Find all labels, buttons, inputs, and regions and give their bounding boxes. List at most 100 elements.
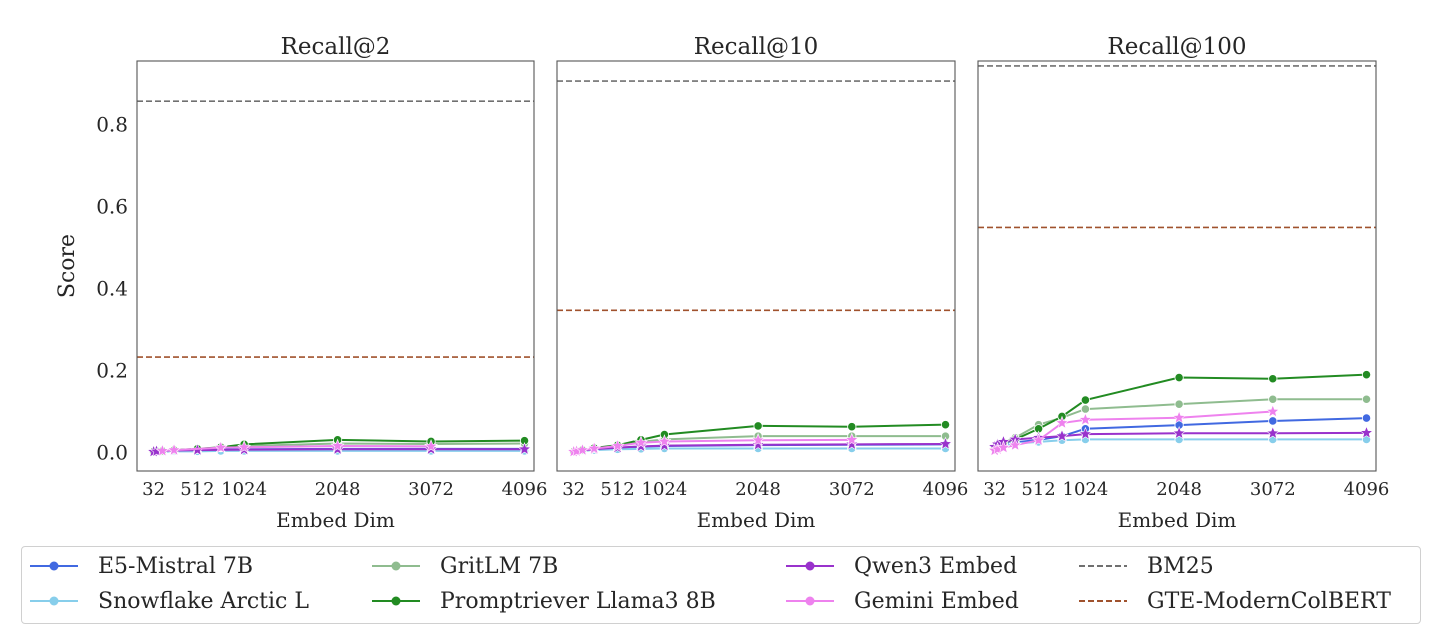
- data-point-qwen3-embed: [1078, 426, 1093, 441]
- x-tick-label: 2048: [315, 479, 361, 500]
- data-point-qwen3-embed: [1055, 428, 1069, 443]
- data-point-gritlm-7b: [1268, 394, 1278, 404]
- data-point-gemini-embed: [751, 432, 766, 447]
- legend-swatch: [1079, 591, 1127, 611]
- data-point-gemini-embed: [155, 443, 170, 457]
- data-point-qwen3-embed: [517, 441, 532, 456]
- legend-item-gritlm-7b: GritLM 7B: [372, 551, 558, 581]
- x-tick-label: 2048: [735, 479, 781, 500]
- data-point-promptriever-llama3-8b: [1361, 370, 1372, 380]
- data-point-qwen3-embed: [751, 437, 766, 451]
- y-tick-label: 0.8: [96, 113, 128, 137]
- data-point-gemini-embed: [330, 438, 345, 452]
- data-point-gemini-embed: [996, 440, 1011, 454]
- legend-swatch: [1079, 556, 1127, 576]
- x-tick-label: 1024: [1063, 479, 1109, 500]
- plot-frame: [136, 60, 535, 472]
- x-tick-label: 2048: [1156, 479, 1202, 500]
- legend-label: Promptriever Llama3 8B: [440, 588, 716, 614]
- x-axis-label: Embed Dim: [697, 508, 816, 532]
- legend-item-promptriever-llama3-8b: Promptriever Llama3 8B: [372, 586, 716, 616]
- data-point-gritlm-7b: [1361, 394, 1372, 404]
- y-tick-label: 0.0: [96, 441, 128, 465]
- legend-item-qwen3-embed: Qwen3 Embed: [786, 551, 1017, 581]
- legend-swatch: [786, 591, 834, 611]
- data-point-gritlm-7b: [1174, 399, 1184, 409]
- data-point-gemini-embed: [1008, 437, 1023, 452]
- data-point-qwen3-embed: [1359, 425, 1374, 439]
- x-tick-label: 1024: [642, 479, 688, 500]
- x-tick-label: 3072: [1250, 479, 1296, 500]
- x-tick-label: 1024: [221, 479, 267, 500]
- data-point-qwen3-embed: [1265, 425, 1280, 440]
- legend-swatch: [30, 556, 78, 576]
- legend-label: GritLM 7B: [440, 553, 559, 579]
- data-point-gemini-embed: [610, 438, 625, 452]
- panel-3: Recall@100 32 512 1024 2048 3072 4096 Embed Dim: [977, 34, 1390, 532]
- legend-item-bm25: BM25: [1079, 551, 1214, 581]
- x-tick-label: 512: [1021, 479, 1055, 500]
- legend-item-snowflake-arctic-l: Snowflake Arctic L: [30, 586, 309, 616]
- x-tick-label: 512: [180, 479, 214, 500]
- x-tick-label: 3072: [408, 479, 454, 500]
- legend-label: BM25: [1147, 553, 1214, 579]
- legend-item-gemini-embed: Gemini Embed: [786, 586, 1019, 616]
- data-point-gritlm-7b: [1080, 404, 1091, 414]
- data-point-promptriever-llama3-8b: [847, 422, 857, 432]
- panel-2: Recall@10 32 512 1024 2048 3072 4096 Embed Dim: [556, 34, 969, 532]
- data-point-qwen3-embed: [1172, 425, 1187, 440]
- data-point-qwen3-embed: [844, 437, 859, 451]
- x-tick-label: 32: [983, 479, 1006, 500]
- data-point-gemini-embed: [237, 439, 252, 454]
- legend-item-e5-mistral-7b: E5-Mistral 7B: [30, 551, 253, 581]
- legend-swatch: [786, 556, 834, 576]
- data-point-promptriever-llama3-8b: [1174, 372, 1184, 383]
- x-tick-label: 512: [600, 479, 634, 500]
- data-point-qwen3-embed: [657, 438, 672, 452]
- x-axis-label: Embed Dim: [1118, 508, 1237, 532]
- legend-label: E5-Mistral 7B: [98, 553, 254, 579]
- data-point-e5-mistral-7b: [1268, 416, 1278, 426]
- data-point-gemini-embed: [1031, 432, 1046, 447]
- panel-title: Recall@100: [1107, 34, 1246, 60]
- data-point-promptriever-llama3-8b: [1080, 395, 1091, 405]
- data-point-promptriever-llama3-8b: [753, 421, 763, 431]
- data-point-gemini-embed: [634, 435, 648, 449]
- data-point-gemini-embed: [844, 432, 859, 446]
- data-point-gemini-embed: [1265, 404, 1280, 418]
- x-tick-label: 4096: [1344, 479, 1390, 500]
- legend-label: Gemini Embed: [854, 588, 1019, 614]
- y-axis-label: Score: [55, 234, 80, 298]
- y-tick-label: 0.4: [96, 277, 128, 301]
- legend-item-gte-moderncolbert: GTE-ModernColBERT: [1079, 586, 1391, 616]
- data-point-gemini-embed: [575, 442, 590, 457]
- data-point-qwen3-embed: [938, 436, 953, 450]
- data-point-promptriever-llama3-8b: [1268, 374, 1278, 384]
- data-point-gemini-embed: [1055, 415, 1069, 429]
- x-tick-label: 4096: [923, 479, 969, 500]
- y-tick-label: 0.2: [96, 359, 128, 383]
- figure: Recall@2 32 512 1024 2048 3072 4096 Embed Dim 0.…: [55, 34, 1390, 532]
- legend-swatch: [372, 556, 420, 576]
- x-tick-label: 32: [562, 479, 585, 500]
- data-point-gemini-embed: [1078, 412, 1093, 426]
- legend-swatch: [30, 591, 78, 611]
- x-axis-label: Embed Dim: [276, 508, 395, 532]
- panel-1: Recall@2 32 512 1024 2048 3072 4096 Embed Dim 0.…: [55, 34, 547, 532]
- x-tick-label: 3072: [829, 479, 875, 500]
- data-point-gemini-embed: [587, 441, 602, 455]
- data-point-gemini-embed: [167, 442, 182, 457]
- plot-frame: [977, 60, 1377, 472]
- data-point-e5-mistral-7b: [1361, 413, 1372, 423]
- data-point-promptriever-llama3-8b: [940, 420, 951, 430]
- data-point-gemini-embed: [657, 434, 672, 448]
- data-point-gemini-embed: [213, 440, 228, 454]
- legend-swatch: [372, 591, 420, 611]
- x-tick-label: 4096: [502, 479, 548, 500]
- legend: E5-Mistral 7B Snowflake Arctic L GritLM 7B…: [21, 546, 1421, 624]
- y-tick-label: 0.6: [96, 195, 128, 219]
- legend-label: Snowflake Arctic L: [98, 588, 309, 614]
- plot-frame: [556, 60, 956, 472]
- data-point-gemini-embed: [424, 439, 439, 453]
- data-point-gemini-embed: [1172, 410, 1187, 424]
